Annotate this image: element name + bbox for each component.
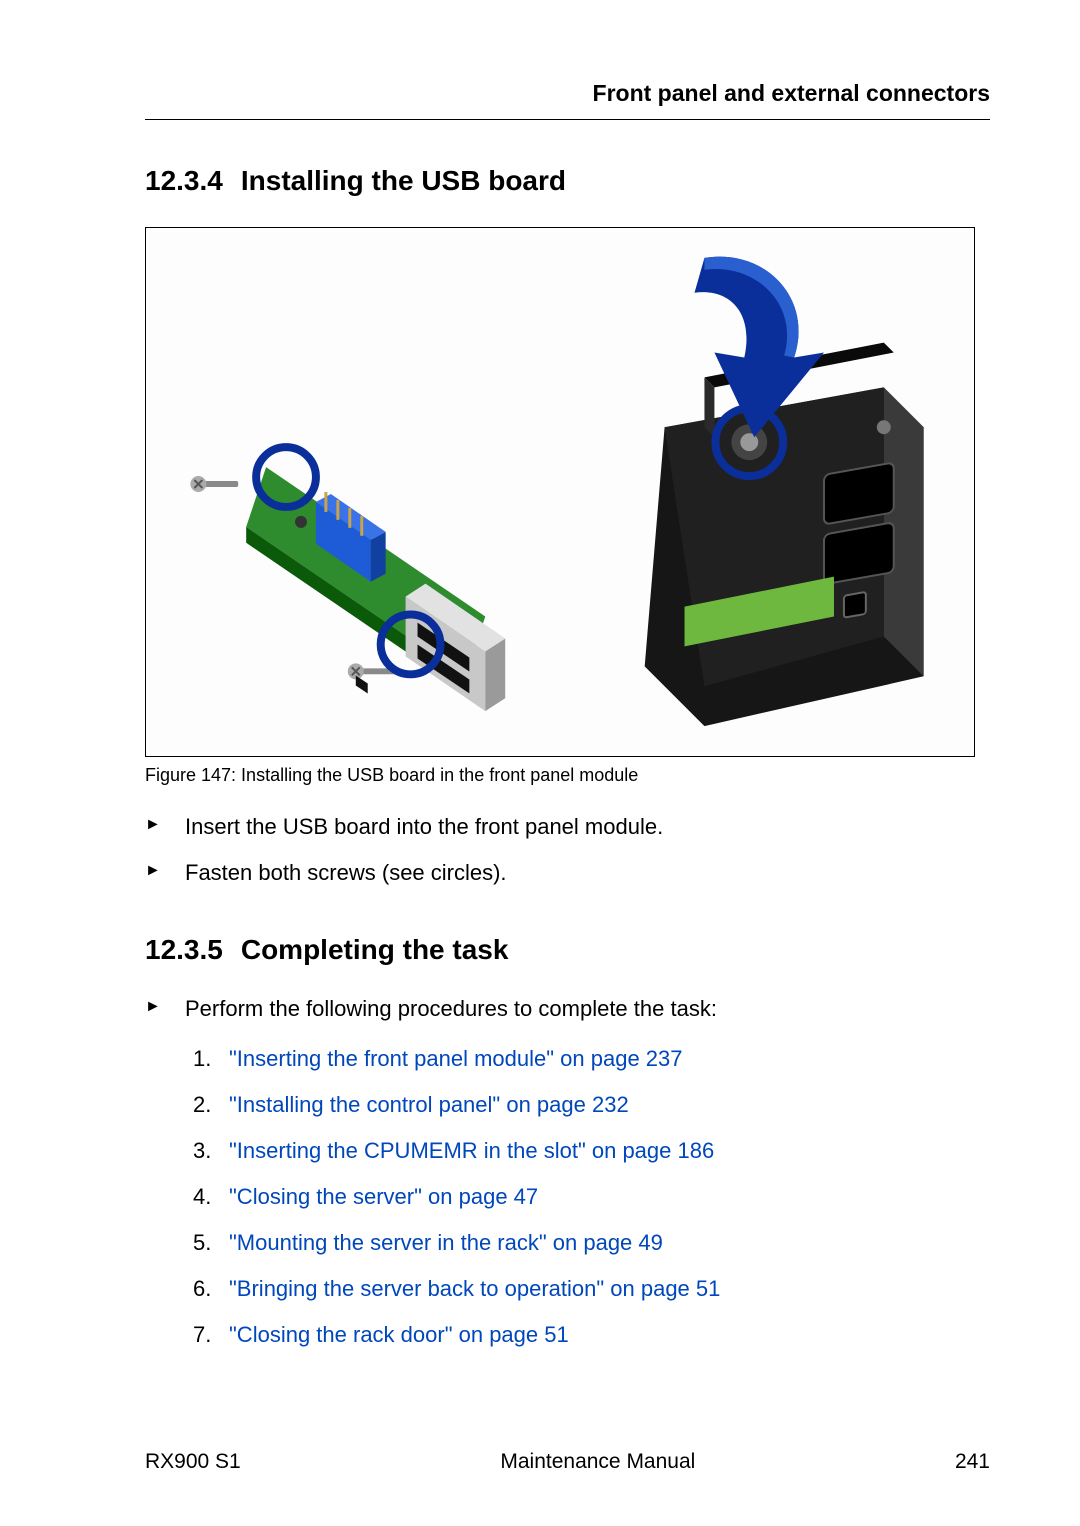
cross-ref-link[interactable]: "Inserting the CPUMEMR in the slot" on p… (229, 1138, 714, 1163)
procedure-item: 7."Closing the rack door" on page 51 (193, 1322, 990, 1348)
step-list: Insert the USB board into the front pane… (145, 814, 990, 886)
cross-ref-link[interactable]: "Inserting the front panel module" on pa… (229, 1046, 683, 1071)
step-item: Insert the USB board into the front pane… (145, 814, 990, 840)
procedure-item: 1."Inserting the front panel module" on … (193, 1046, 990, 1072)
section-number: 12.3.5 (145, 934, 223, 965)
section-heading-install: 12.3.4 Installing the USB board (145, 165, 990, 197)
step-item: Fasten both screws (see circles). (145, 860, 990, 886)
section-title: Completing the task (241, 934, 509, 965)
cross-ref-link[interactable]: "Closing the server" on page 47 (229, 1184, 538, 1209)
procedure-item: 2."Installing the control panel" on page… (193, 1092, 990, 1118)
cross-ref-link[interactable]: "Closing the rack door" on page 51 (229, 1322, 569, 1347)
section-number: 12.3.4 (145, 165, 223, 196)
cross-ref-link[interactable]: "Mounting the server in the rack" on pag… (229, 1230, 663, 1255)
figure-caption: Figure 147: Installing the USB board in … (145, 765, 990, 786)
footer-doc-title: Maintenance Manual (500, 1450, 695, 1474)
procedure-item: 3."Inserting the CPUMEMR in the slot" on… (193, 1138, 990, 1164)
procedure-item: 6."Bringing the server back to operation… (193, 1276, 990, 1302)
procedure-intro: Perform the following procedures to comp… (145, 996, 990, 1022)
footer-product: RX900 S1 (145, 1450, 241, 1474)
procedure-item: 5."Mounting the server in the rack" on p… (193, 1230, 990, 1256)
footer-page-number: 241 (955, 1450, 990, 1474)
section-title: Installing the USB board (241, 165, 566, 196)
figure-illustration (146, 228, 974, 756)
section-heading-complete: 12.3.5 Completing the task (145, 934, 990, 966)
procedure-item: 4."Closing the server" on page 47 (193, 1184, 990, 1210)
figure-box (145, 227, 975, 757)
chapter-header: Front panel and external connectors (145, 80, 990, 120)
page-footer: RX900 S1 Maintenance Manual 241 (145, 1450, 990, 1474)
cross-ref-link[interactable]: "Installing the control panel" on page 2… (229, 1092, 629, 1117)
procedure-list: 1."Inserting the front panel module" on … (145, 1046, 990, 1348)
cross-ref-link[interactable]: "Bringing the server back to operation" … (229, 1276, 720, 1301)
